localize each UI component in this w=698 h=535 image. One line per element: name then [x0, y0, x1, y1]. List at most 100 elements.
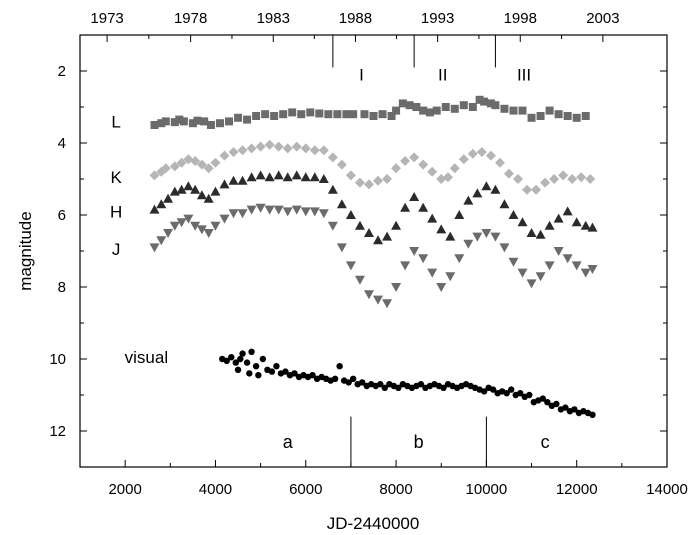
point: [261, 110, 270, 119]
point: [264, 205, 275, 215]
point: [398, 99, 407, 108]
point: [219, 179, 230, 189]
point: [349, 375, 357, 382]
x-tick-label: 12000: [556, 481, 598, 498]
point: [458, 154, 469, 165]
point: [203, 163, 214, 174]
y-tick-label: 8: [58, 279, 66, 296]
point: [246, 172, 257, 182]
point: [324, 110, 333, 119]
point: [237, 175, 248, 185]
point: [562, 254, 573, 264]
point: [467, 148, 478, 159]
point: [273, 363, 280, 370]
point: [306, 108, 315, 117]
point: [409, 152, 420, 163]
point: [315, 109, 324, 118]
y-tick-label: 2: [58, 63, 66, 80]
point: [309, 207, 320, 217]
point: [273, 170, 284, 180]
point: [418, 254, 429, 264]
point: [354, 275, 365, 285]
point: [373, 295, 384, 305]
point: [246, 143, 257, 154]
point: [441, 103, 450, 111]
point: [499, 199, 510, 209]
point: [581, 112, 590, 120]
point: [500, 104, 509, 113]
point: [400, 156, 411, 166]
point: [270, 112, 279, 120]
point: [228, 354, 235, 361]
x-tick-label: 2000: [108, 481, 141, 498]
point: [382, 299, 393, 309]
point: [576, 172, 587, 183]
point: [300, 207, 311, 217]
point: [327, 184, 338, 194]
point: [193, 116, 202, 125]
point: [196, 190, 207, 200]
point: [562, 206, 573, 216]
point: [282, 143, 293, 154]
y-tick-label: 12: [49, 423, 66, 440]
point: [369, 112, 378, 120]
point: [359, 379, 366, 386]
point: [336, 243, 347, 253]
point: [535, 229, 546, 239]
point: [163, 193, 174, 203]
axis-ticks: 2000 4000 6000 8000 10000 12000 14000 2 4 6 8 10 12 1…: [49, 10, 688, 498]
point: [252, 112, 261, 120]
point: [536, 112, 545, 120]
point: [549, 174, 560, 184]
point: [405, 101, 414, 110]
point: [585, 174, 596, 184]
point: [587, 222, 598, 232]
point: [480, 388, 488, 395]
point: [169, 221, 180, 231]
point: [354, 177, 365, 188]
point: [179, 117, 188, 126]
point: [567, 174, 578, 184]
point: [210, 221, 221, 231]
point: [387, 112, 396, 120]
point: [373, 235, 384, 245]
point: [246, 370, 253, 377]
point: [345, 210, 356, 219]
point: [219, 214, 230, 224]
y-tick-label: 6: [58, 207, 66, 224]
point: [475, 95, 484, 104]
point: [571, 261, 582, 271]
point: [443, 172, 454, 183]
point: [237, 209, 248, 219]
point: [190, 221, 201, 231]
point: [210, 186, 221, 196]
point: [508, 386, 515, 393]
point: [377, 381, 384, 388]
point: [373, 175, 384, 186]
point: [476, 147, 487, 157]
point: [486, 99, 495, 108]
point: [345, 261, 356, 271]
top-year-label: 1998: [504, 10, 537, 27]
point: [150, 121, 159, 129]
point: [345, 170, 356, 181]
point: [255, 141, 266, 152]
series-label-j: J: [112, 240, 121, 259]
x-tick-label: 14000: [646, 481, 688, 498]
point: [300, 143, 311, 154]
phase-label: II: [438, 66, 447, 85]
point: [157, 119, 166, 128]
point: [228, 209, 239, 219]
point: [395, 384, 402, 391]
point: [540, 177, 551, 188]
point: [169, 161, 180, 172]
point: [188, 119, 197, 128]
point: [210, 157, 221, 168]
point: [544, 399, 551, 406]
top-year-label: 1973: [90, 10, 123, 27]
point: [527, 113, 536, 122]
point: [491, 101, 500, 110]
point: [363, 290, 374, 300]
